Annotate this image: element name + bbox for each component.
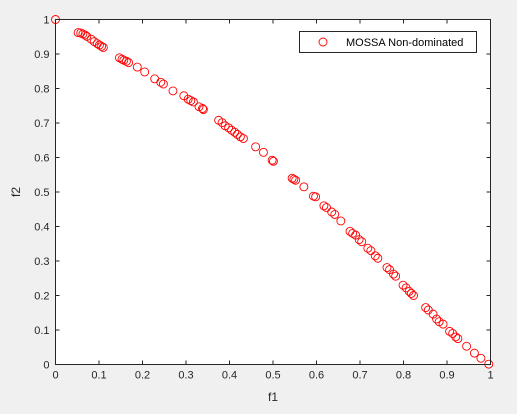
data-point: [428, 309, 438, 319]
y-tick-label: 0.3: [34, 256, 49, 268]
y-tick-label: 0.1: [34, 325, 49, 337]
y-tick-label: 0.2: [34, 291, 49, 303]
x-tick-label: 0.2: [135, 370, 150, 382]
data-markers: [51, 15, 494, 369]
data-point: [168, 86, 178, 96]
y-tick-label: 0.8: [34, 84, 49, 96]
data-point: [158, 79, 168, 89]
data-point: [438, 319, 448, 329]
data-point: [363, 243, 373, 253]
data-point: [330, 209, 340, 219]
data-point: [453, 334, 463, 344]
plot-area: [55, 19, 491, 365]
data-point: [82, 31, 92, 41]
data-point: [336, 216, 346, 226]
data-point: [382, 263, 392, 273]
data-point: [183, 94, 193, 104]
data-point: [238, 134, 248, 143]
data-point: [322, 203, 331, 212]
data-point: [373, 253, 383, 263]
plot-frame: [55, 19, 491, 365]
data-point: [258, 147, 268, 157]
x-tick-label: 0.6: [309, 370, 324, 382]
x-tick-label: 0: [52, 370, 58, 382]
data-point: [97, 41, 107, 51]
data-point: [188, 97, 198, 107]
data-point: [291, 175, 301, 185]
x-tick-label: 0.5: [265, 370, 280, 382]
x-tick-label: 0.3: [178, 370, 193, 382]
data-point: [140, 67, 150, 77]
data-point: [406, 288, 416, 298]
data-point: [80, 30, 90, 40]
y-axis-label: f2: [9, 187, 23, 197]
data-point: [462, 341, 472, 351]
data-point: [299, 182, 309, 192]
data-point: [389, 269, 398, 279]
x-tick-label: 0.7: [352, 370, 367, 382]
data-point: [267, 155, 277, 165]
data-point: [198, 104, 207, 113]
x-tick-label: 0.8: [396, 370, 411, 382]
legend: MOSSA Non-dominated: [299, 31, 477, 53]
data-point: [311, 192, 321, 202]
data-point: [370, 251, 380, 261]
data-point: [132, 62, 142, 72]
data-point: [268, 156, 278, 166]
data-point: [476, 353, 486, 363]
data-point: [445, 326, 455, 336]
data-point: [327, 207, 337, 217]
x-axis-label: f1: [268, 390, 278, 404]
data-point: [451, 332, 461, 342]
data-point: [227, 125, 237, 135]
x-tick-label: 1: [487, 370, 493, 382]
data-point: [98, 42, 108, 52]
legend-box: [299, 31, 477, 53]
data-point: [351, 230, 361, 240]
legend-entry-label: MOSSA Non-dominated: [346, 37, 463, 49]
x-axis-ticks: 0 0.1 0.2 0.3 0.4 0.5 0.6 0.7 0.8 0.9 1: [52, 19, 494, 382]
data-point: [217, 118, 227, 128]
data-point: [398, 280, 408, 290]
data-point: [114, 53, 124, 63]
data-point: [124, 58, 134, 68]
data-point: [230, 127, 240, 137]
data-point: [421, 303, 431, 313]
data-point: [121, 56, 131, 66]
y-axis-ticks: 0 0.1 0.2 0.3 0.4 0.5 0.6 0.7 0.8 0.9 1: [34, 15, 491, 372]
data-point: [366, 246, 376, 256]
x-tick-label: 0.9: [439, 370, 454, 382]
data-point: [448, 329, 458, 338]
y-tick-label: 0.5: [34, 187, 49, 199]
data-point: [357, 237, 367, 247]
x-tick-label: 0.4: [222, 370, 237, 382]
data-point: [409, 291, 418, 300]
data-point: [354, 235, 364, 245]
data-point: [391, 271, 401, 281]
y-tick-label: 0: [43, 360, 49, 372]
data-point: [401, 283, 411, 293]
data-point: [86, 34, 96, 44]
y-tick-label: 0.6: [34, 153, 49, 165]
data-point: [232, 129, 242, 139]
data-point: [469, 348, 479, 358]
data-point: [198, 105, 208, 114]
legend-marker-icon: [318, 37, 328, 47]
y-tick-label: 1: [43, 15, 49, 27]
data-point: [224, 123, 234, 133]
data-point: [251, 142, 261, 152]
data-point: [186, 96, 196, 106]
data-point: [432, 314, 442, 324]
y-tick-label: 0.9: [34, 49, 49, 61]
data-point: [319, 201, 329, 211]
data-point: [289, 174, 299, 184]
x-tick-label: 0.1: [91, 370, 106, 382]
y-tick-label: 0.4: [34, 222, 49, 234]
y-tick-label: 0.7: [34, 118, 49, 130]
data-point: [156, 77, 166, 87]
